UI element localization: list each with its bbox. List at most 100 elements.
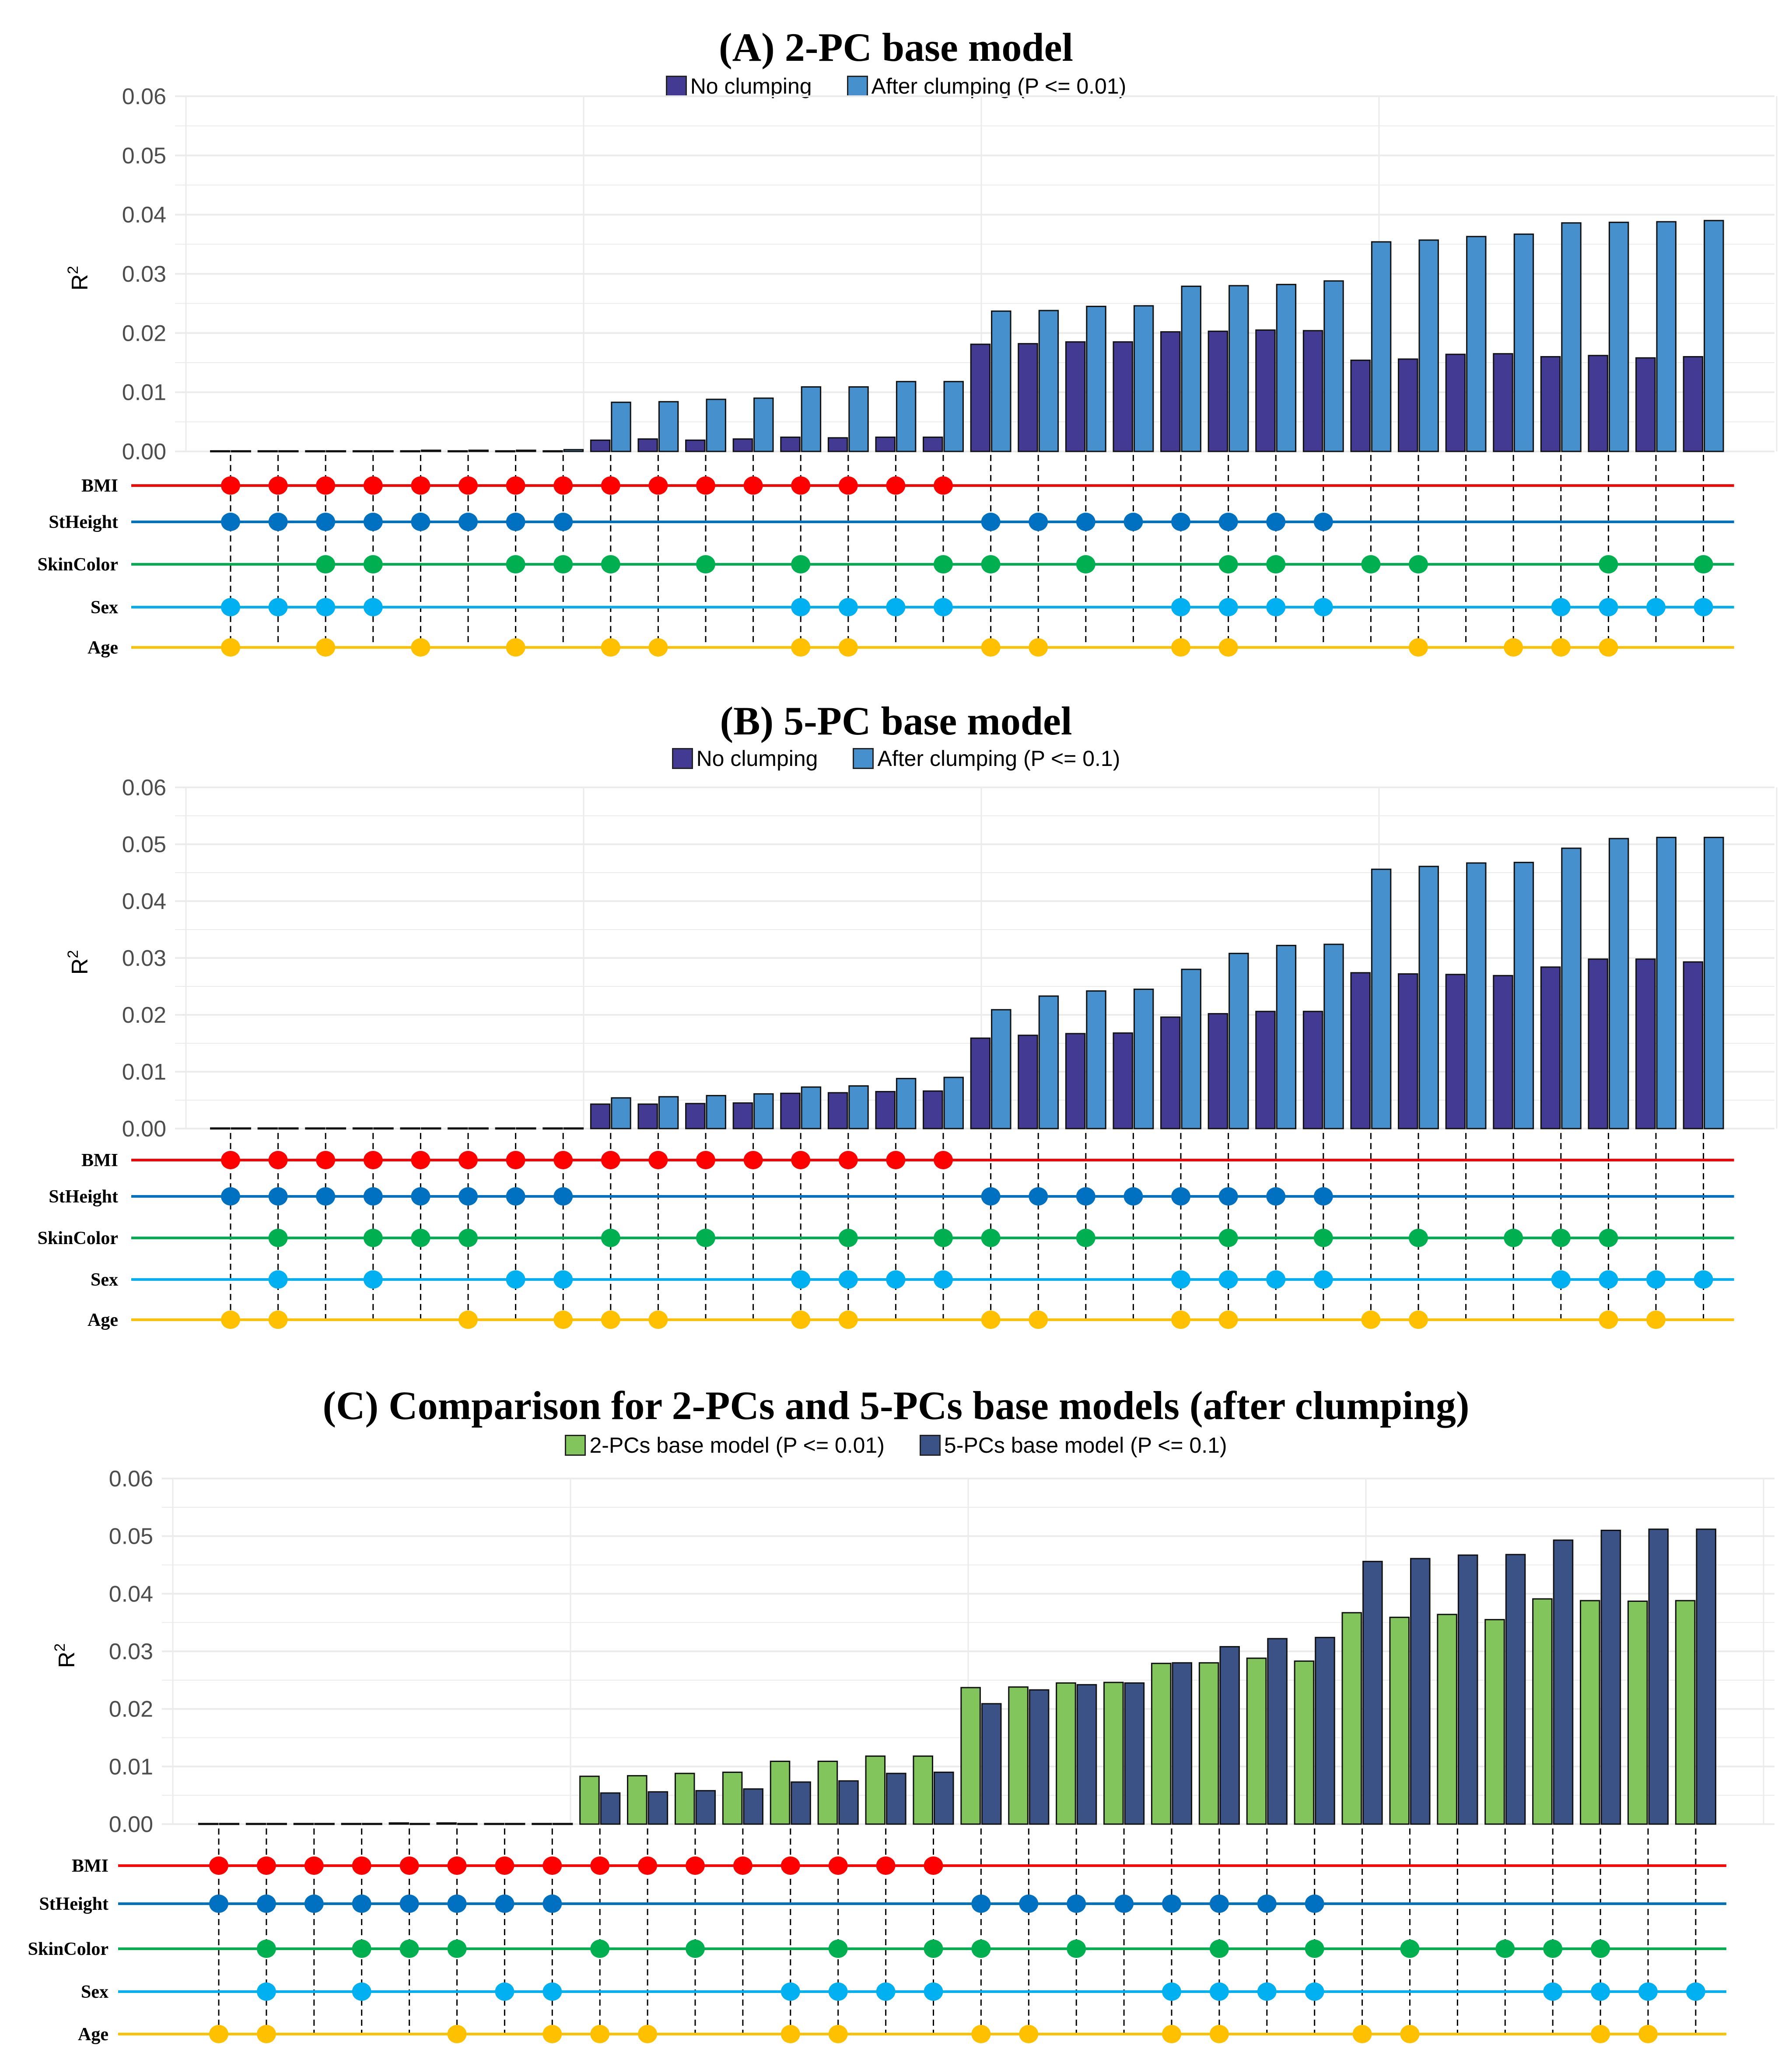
matrix-dot [447,2025,467,2043]
matrix-dot [780,1982,800,2001]
matrix-dot [352,1895,371,1913]
matrix-dot [447,1895,467,1913]
y-tick-label: 0.06 [122,84,166,109]
chart-c: 0.00 0.01 0.02 0.03 0.04 0.05 0.06 R2 BMI StHeigh… [28,1466,1774,2045]
matrix-dot [638,1856,658,1875]
matrix-dot [601,1229,620,1247]
matrix-dot [268,513,288,531]
matrix-dot [1218,555,1238,573]
legend: No clumping After clumping (P <= 0.01) [0,73,1792,99]
matrix-dot [268,476,288,495]
bar-series-2 [278,450,299,453]
bar-series-2 [695,1790,716,1825]
matrix-dot [1076,1229,1096,1247]
bar-series-2 [1418,866,1439,1129]
matrix-dot [1218,1311,1238,1329]
matrix-dot [506,1270,525,1289]
matrix-dot [1029,638,1048,657]
y-tick-label: 0.05 [122,832,166,857]
matrix-dot [1266,513,1286,531]
matrix-dot [363,1151,383,1169]
bar-series-1 [305,450,326,453]
matrix-dot [838,1270,858,1289]
matrix-dot [1551,598,1571,616]
bar-series-2 [1276,283,1297,452]
matrix-dot [542,1856,562,1875]
bar-series-1 [1675,1600,1696,1825]
legend: No clumping After clumping (P <= 0.1) [0,746,1792,771]
matrix-dot [495,1982,514,2001]
bar-series-1 [1160,1016,1181,1129]
matrix-dot [1067,1940,1086,1958]
matrix-dot [733,1856,752,1875]
matrix-dot [1209,1895,1229,1913]
matrix-dot [838,1311,858,1329]
bar-series-1 [1018,343,1038,452]
matrix-dot [1218,513,1238,531]
matrix-dot [363,555,383,573]
bar-series-2 [1323,280,1344,452]
matrix-dot [458,1229,478,1247]
bar-series-2 [1267,1638,1288,1825]
matrix-dot [542,1982,562,2001]
bar-series-1 [732,438,753,452]
matrix-dot [553,1187,573,1206]
bar-series-1 [1246,1657,1267,1825]
legend-label: 5-PCs base model (P <= 0.1) [944,1433,1227,1458]
bar-series-2 [801,1086,822,1129]
matrix-dot [268,1151,288,1169]
bar-series-2 [1410,1558,1431,1825]
bar-series-2 [1371,241,1392,452]
matrix-dot [1076,555,1096,573]
matrix-dot [1029,1311,1048,1329]
matrix-dot [411,1151,430,1169]
bar-series-1 [865,1755,886,1825]
matrix-dot [1076,513,1096,531]
bar-series-2 [1561,222,1582,452]
bar-series-2 [981,1703,1002,1825]
matrix-dot [221,638,240,657]
bar-series-1 [1350,360,1371,452]
matrix-dot [828,2025,848,2043]
y-tick-label: 0.05 [122,143,166,168]
bar-series-2 [611,402,631,452]
matrix-dot [648,1151,668,1169]
bar-series-1 [1208,330,1228,452]
matrix-dot [1076,1187,1096,1206]
bar-series-2 [410,1823,430,1825]
y-tick-label: 0.02 [109,1697,153,1722]
panel-title: (B) 5-PC base model [720,699,1072,743]
bar-series-1 [1437,1614,1457,1825]
matrix-dot [316,638,336,657]
bar-series-1 [1445,974,1466,1129]
legend: 2-PCs base model (P <= 0.01) 5-PCs base … [0,1433,1792,1458]
matrix-dot [1504,1229,1523,1247]
matrix-dot [1171,1187,1190,1206]
y-tick-label: 0.03 [109,1639,153,1664]
bar-series-2 [611,1097,631,1129]
matrix-dot [316,476,336,495]
matrix-dot [363,476,383,495]
matrix-dot [1694,555,1713,573]
matrix-row-label: BMI [81,476,118,496]
bar-series-2 [791,1781,811,1825]
matrix-dot [1646,1270,1666,1289]
legend-label: No clumping [690,74,812,98]
bar-series-1 [1493,975,1513,1129]
matrix-dot [924,1940,943,1958]
matrix-dot [838,1151,858,1169]
bar-series-2 [648,1791,668,1825]
bar-series-1 [875,437,896,452]
matrix-dot [971,2025,991,2043]
bar-series-2 [743,1788,763,1825]
matrix-dot [506,638,525,657]
y-tick-label: 0.00 [122,1116,166,1142]
bar-series-2 [278,1127,299,1130]
chart-b: 0.00 0.01 0.02 0.03 0.04 0.05 0.06 R2 BMI StHeigh… [38,775,1778,1330]
bar-series-2 [1466,236,1487,452]
bar-series-2 [1172,1662,1193,1825]
bar-series-2 [801,386,822,452]
bar-series-2 [457,1823,478,1825]
matrix-dot [791,1151,811,1169]
matrix-row-label: Sex [91,598,118,618]
